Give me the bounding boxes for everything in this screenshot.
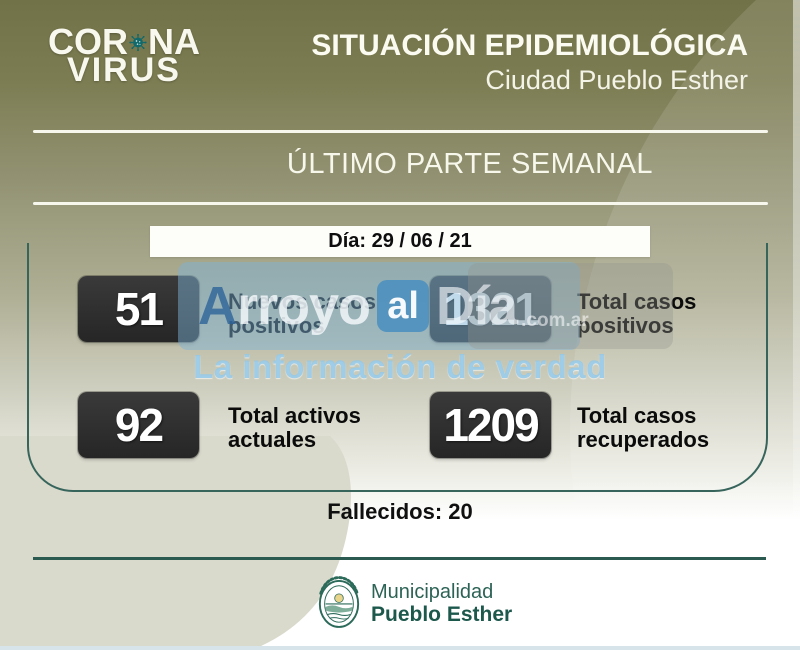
page-subtitle: Ciudad Pueblo Esther: [485, 64, 748, 95]
municipality-org: Municipalidad: [371, 580, 494, 603]
deaths-text: Fallecidos: 20: [327, 499, 473, 524]
header-title-block: SITUACIÓN EPIDEMIOLÓGICA Ciudad Pueblo E…: [311, 30, 748, 96]
stat-value-activos: 92: [78, 392, 199, 458]
date-banner: Día: 29 / 06 / 21: [150, 226, 650, 257]
divider-line-top: [33, 130, 768, 133]
section-title: ÚLTIMO PARTE SEMANAL: [286, 148, 654, 180]
coronavirus-logo: COR NA: [48, 24, 200, 89]
stat-value-total-positivos: 1321: [430, 276, 551, 342]
report-panel-frame: [27, 243, 768, 492]
bottom-edge-strip: [0, 646, 800, 650]
date-text: Día: 29 / 06 / 21: [328, 230, 472, 252]
stat-value-recuperados: 1209: [430, 392, 551, 458]
stat-label-total-positivos: Total casos positivos: [577, 289, 697, 339]
logo-text-cor: COR: [48, 21, 128, 62]
municipality-logo: Municipalidad Pueblo Esther: [316, 576, 512, 630]
stat-value-nuevos-casos: 51: [78, 276, 199, 342]
divider-line-mid: [33, 202, 768, 205]
stat-label-recuperados: Total casos recuperados: [577, 403, 710, 453]
virus-icon: [129, 33, 147, 51]
stat-label-activos: Total activos actuales: [228, 403, 361, 453]
coronavirus-logo-line1: COR NA: [48, 24, 200, 60]
right-edge-highlight: [793, 0, 800, 650]
municipality-city: Pueblo Esther: [371, 602, 513, 626]
page-title: SITUACIÓN EPIDEMIOLÓGICA: [311, 29, 748, 62]
municipality-seal-icon: [318, 576, 360, 628]
municipality-text: Municipalidad Pueblo Esther: [371, 582, 512, 625]
stat-label-nuevos-casos: Nuevos casos positivos: [228, 289, 376, 339]
logo-text-na: NA: [148, 21, 200, 62]
logo-text-virus: VIRUS: [67, 51, 181, 89]
footer-divider-line: [33, 557, 766, 560]
